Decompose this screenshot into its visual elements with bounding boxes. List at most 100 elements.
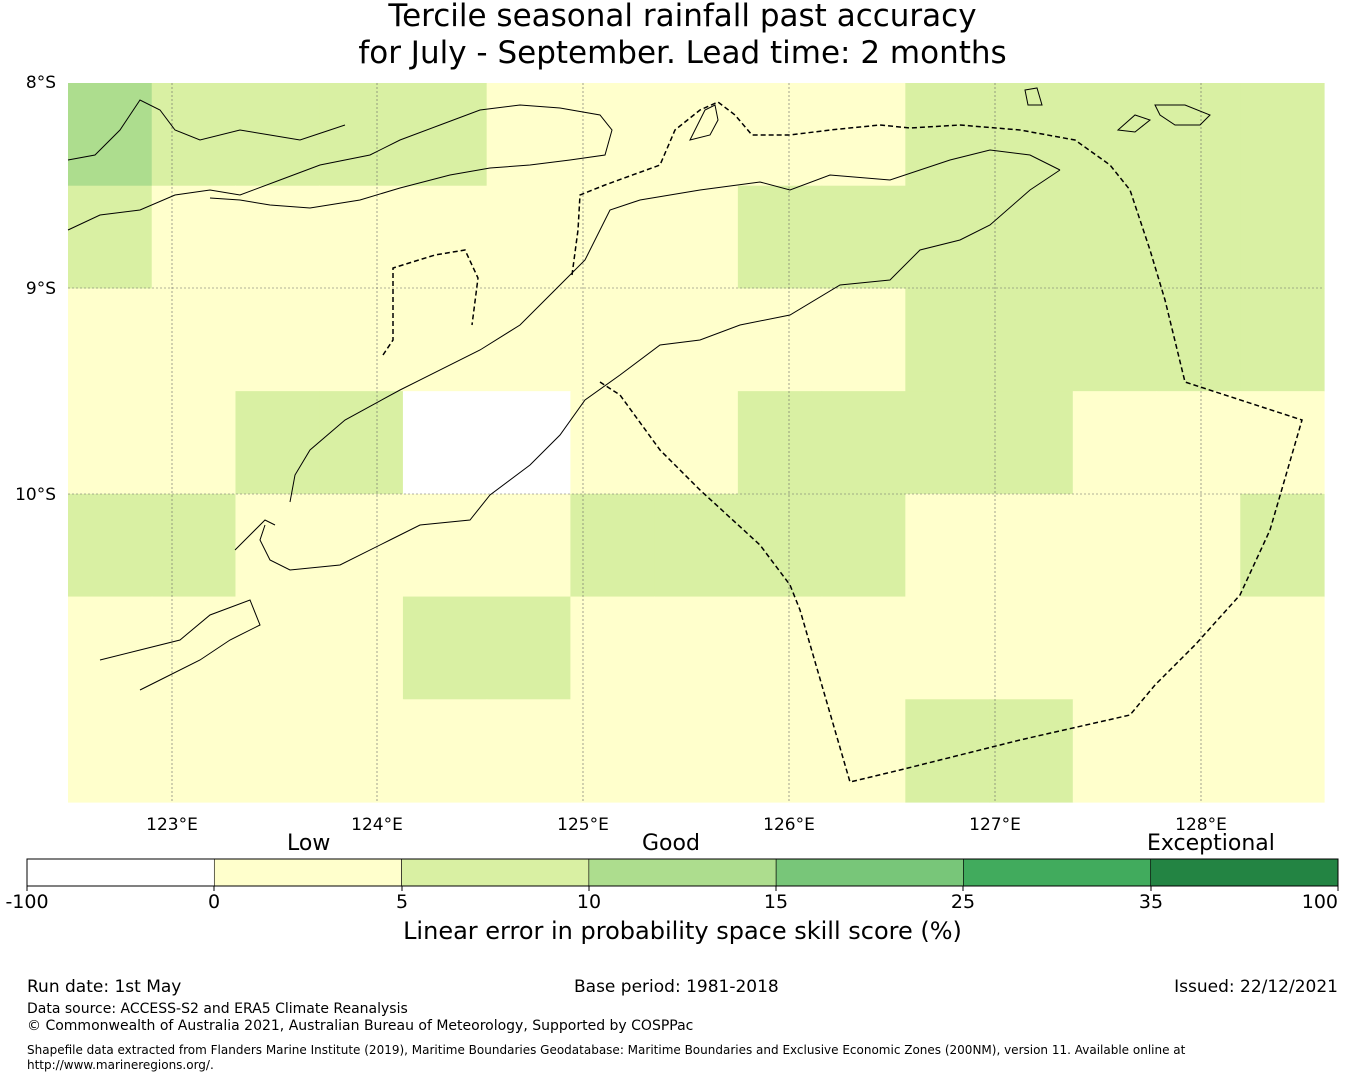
- grid-cell: [1072, 699, 1158, 803]
- lon-label-124E: 124°E: [351, 815, 403, 830]
- run-date: Run date: 1st May: [27, 977, 182, 997]
- grid-cell: [319, 493, 404, 598]
- grid-cell: [1072, 391, 1158, 495]
- colorbar-swatch: [213, 858, 402, 887]
- grid-cell: [68, 493, 153, 598]
- lon-label-123E: 123°E: [146, 815, 198, 830]
- grid-cell: [821, 185, 906, 290]
- colorbar-title: Linear error in probability space skill …: [403, 917, 962, 945]
- grid-cell: [68, 596, 153, 700]
- grid-cell: [1240, 83, 1325, 187]
- grid-cell: [1156, 288, 1241, 392]
- lat-label-10S: 10°S: [15, 485, 56, 505]
- grid-cell: [1156, 699, 1241, 803]
- grid-cell: [319, 391, 404, 495]
- grid-cell: [68, 699, 153, 803]
- grid-cell: [235, 493, 320, 598]
- grid-cell: [570, 699, 655, 803]
- coastline-flores-upper: [67, 99, 346, 161]
- grid-cell: [68, 185, 153, 290]
- coastlines: [67, 87, 1211, 691]
- grid-cell: [1240, 391, 1325, 495]
- grid-cell: [654, 699, 739, 803]
- grid-cell: [402, 288, 488, 392]
- lat-label-8S: 8°S: [26, 73, 56, 93]
- grid-cell: [905, 288, 990, 392]
- grid-cell: [319, 185, 404, 290]
- copyright-notice: © Commonwealth of Australia 2021, Austra…: [27, 1018, 694, 1034]
- colorbar-swatch: [588, 858, 777, 887]
- grid-cell: [319, 596, 404, 700]
- grid-cell: [68, 83, 153, 187]
- grid-cell: [402, 699, 488, 803]
- grid-cell: [402, 493, 488, 598]
- grid-cell: [989, 493, 1074, 598]
- grid-cell: [1156, 83, 1241, 187]
- coastline-timor-south: [259, 169, 1061, 571]
- grid-cell: [821, 391, 906, 495]
- grid-cell: [737, 185, 823, 290]
- grid-cell: [235, 596, 320, 700]
- grid-cell: [486, 596, 571, 700]
- grid-cell: [654, 83, 739, 187]
- grid-cell: [821, 288, 906, 392]
- grid-cell: [905, 391, 990, 495]
- colorbar-category-low: Low: [287, 831, 331, 856]
- grid-cell: [151, 699, 237, 803]
- grid-cell: [1156, 596, 1241, 700]
- grid-cell: [1156, 493, 1241, 598]
- colorbar-swatches: [26, 858, 1339, 887]
- coastline-timor-north: [289, 149, 1061, 503]
- lon-label-126E: 126°E: [763, 815, 815, 830]
- grid-cell: [905, 83, 990, 187]
- grid-cell: [402, 83, 488, 187]
- grid-cell: [319, 699, 404, 803]
- grid-cell: [235, 699, 320, 803]
- latitude-labels: 8°S 9°S 10°S: [15, 73, 56, 505]
- colorbar-swatch: [963, 858, 1152, 887]
- colorbar-tick-label: 25: [951, 891, 975, 913]
- grid-cell: [486, 699, 571, 803]
- grid-cell: [1072, 596, 1158, 700]
- grid-cell: [570, 596, 655, 700]
- colorbar-tick-label: 5: [396, 891, 408, 913]
- grid-cell: [486, 83, 571, 187]
- grid-cell: [737, 699, 823, 803]
- grid-cell: [905, 185, 990, 290]
- grid-cell: [319, 83, 404, 187]
- colorbar-category-good: Good: [642, 831, 700, 856]
- grid-cell: [989, 391, 1074, 495]
- grid-cell: [570, 288, 655, 392]
- grid-cell: [737, 391, 823, 495]
- grid-cell: [821, 493, 906, 598]
- colorbar-tick-label: 10: [577, 891, 601, 913]
- graticule: [68, 83, 1324, 802]
- grid-cell: [654, 493, 739, 598]
- grid-cell: [486, 391, 571, 495]
- grid-cell: [737, 493, 823, 598]
- grid-cell: [235, 391, 320, 495]
- grid-cell: [151, 391, 237, 495]
- shapefile-credit: Shapefile data extracted from Flanders M…: [27, 1043, 1186, 1072]
- grid-cell: [654, 596, 739, 700]
- coastline-island-east-2: [1116, 114, 1152, 133]
- grid-cell: [905, 699, 990, 803]
- lon-label-125E: 125°E: [557, 815, 609, 830]
- grid-cell: [737, 596, 823, 700]
- grid-cell: [151, 288, 237, 392]
- colorbar-tick-label: 35: [1139, 891, 1163, 913]
- grid-cell: [1156, 391, 1241, 495]
- lat-label-9S: 9°S: [26, 279, 56, 299]
- grid-cell: [402, 185, 488, 290]
- grid-cell: [1240, 185, 1325, 290]
- lon-label-128E: 128°E: [1175, 815, 1227, 830]
- lon-label-127E: 127°E: [969, 815, 1021, 830]
- grid-cell: [1072, 493, 1158, 598]
- grid-cell: [654, 391, 739, 495]
- grid-cell: [1072, 185, 1158, 290]
- grid-cell: [570, 391, 655, 495]
- grid-cell: [821, 596, 906, 700]
- grid-cell: [235, 185, 320, 290]
- grid-cell: [905, 596, 990, 700]
- grid-cell: [486, 288, 571, 392]
